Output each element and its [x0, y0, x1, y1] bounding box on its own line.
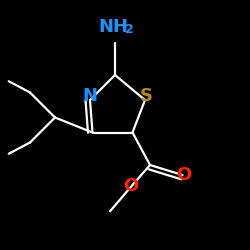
Text: O: O	[124, 177, 139, 195]
Text: O: O	[176, 166, 192, 184]
Text: N: N	[82, 87, 98, 105]
Text: 2: 2	[125, 23, 134, 36]
Text: NH: NH	[99, 18, 129, 36]
Text: S: S	[140, 87, 153, 105]
